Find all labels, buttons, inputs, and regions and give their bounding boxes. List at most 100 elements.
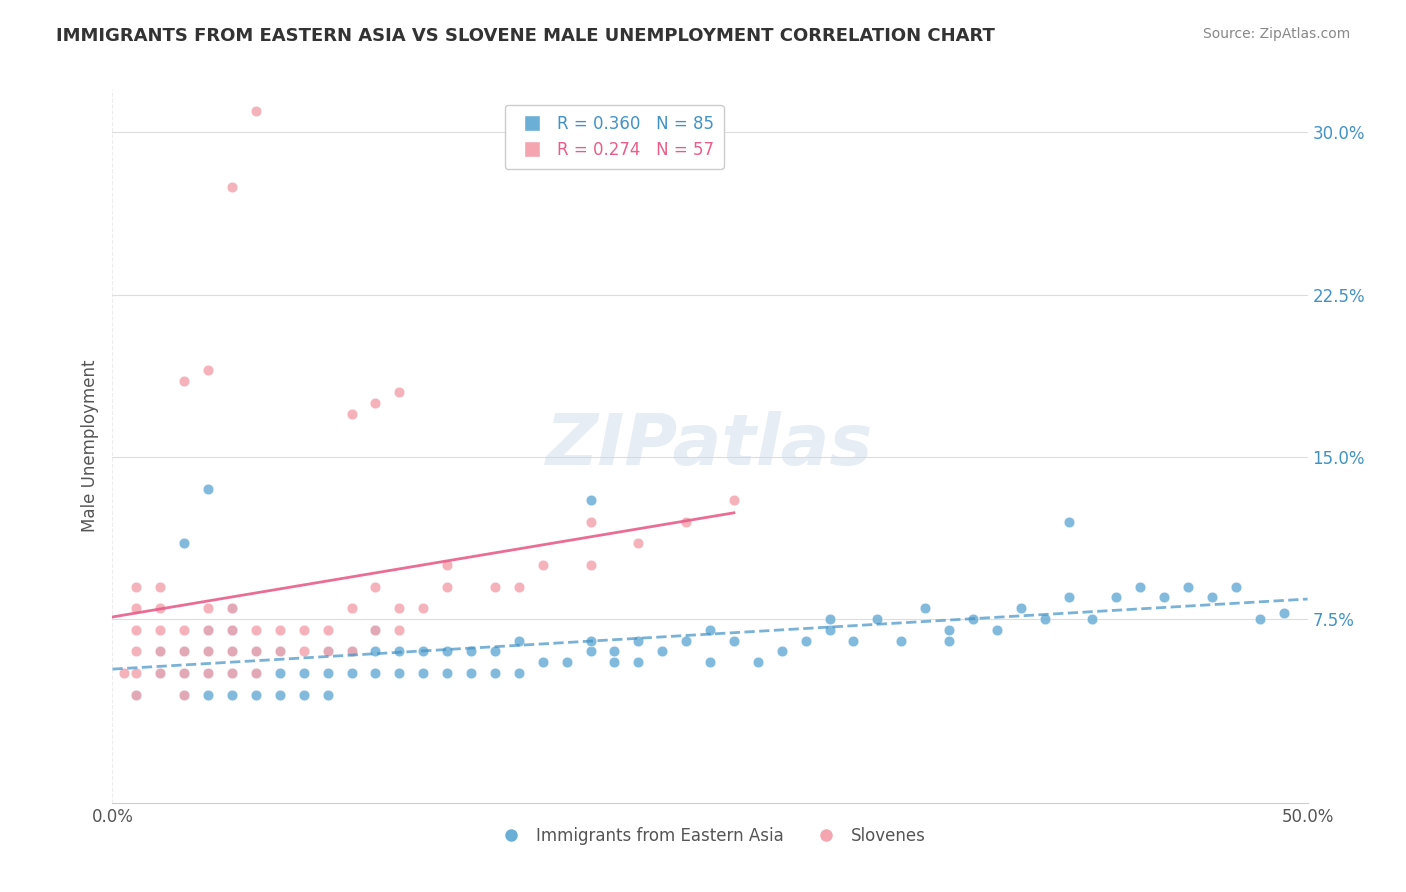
Point xyxy=(245,644,267,658)
Point xyxy=(531,558,554,572)
Point xyxy=(603,655,626,669)
Text: Source: ZipAtlas.com: Source: ZipAtlas.com xyxy=(1202,27,1350,41)
Point xyxy=(173,688,195,702)
Point xyxy=(173,644,195,658)
Point xyxy=(818,623,841,637)
Point xyxy=(197,623,219,637)
Point xyxy=(388,601,411,615)
Point xyxy=(173,374,195,388)
Point xyxy=(1010,601,1032,615)
Point xyxy=(269,644,291,658)
Point xyxy=(149,623,172,637)
Point xyxy=(484,580,506,594)
Point xyxy=(149,601,172,615)
Point xyxy=(1177,580,1199,594)
Point xyxy=(221,601,243,615)
Text: IMMIGRANTS FROM EASTERN ASIA VS SLOVENE MALE UNEMPLOYMENT CORRELATION CHART: IMMIGRANTS FROM EASTERN ASIA VS SLOVENE … xyxy=(56,27,995,45)
Point xyxy=(555,655,578,669)
Point xyxy=(125,580,148,594)
Point xyxy=(125,688,148,702)
Y-axis label: Male Unemployment: Male Unemployment xyxy=(80,359,98,533)
Point xyxy=(986,623,1008,637)
Point xyxy=(269,688,291,702)
Point xyxy=(579,493,602,508)
Point xyxy=(316,688,339,702)
Point xyxy=(173,666,195,681)
Point xyxy=(364,666,387,681)
Text: ZIPatlas: ZIPatlas xyxy=(547,411,873,481)
Point xyxy=(173,644,195,658)
Point xyxy=(364,580,387,594)
Point xyxy=(890,633,912,648)
Point xyxy=(436,666,458,681)
Point xyxy=(125,688,148,702)
Point xyxy=(938,633,960,648)
Point xyxy=(388,384,411,399)
Point xyxy=(245,623,267,637)
Point xyxy=(1249,612,1271,626)
Point xyxy=(747,655,769,669)
Point xyxy=(149,644,172,658)
Point xyxy=(221,688,243,702)
Point xyxy=(340,644,363,658)
Point xyxy=(269,644,291,658)
Point xyxy=(173,666,195,681)
Point xyxy=(221,623,243,637)
Point xyxy=(292,688,315,702)
Point xyxy=(269,666,291,681)
Point xyxy=(460,644,482,658)
Point xyxy=(221,179,243,194)
Point xyxy=(221,666,243,681)
Point xyxy=(508,580,530,594)
Point xyxy=(818,612,841,626)
Point xyxy=(1105,591,1128,605)
Point xyxy=(221,623,243,637)
Point xyxy=(114,666,135,681)
Point xyxy=(340,407,363,421)
Point xyxy=(866,612,889,626)
Point xyxy=(484,666,506,681)
Point xyxy=(173,688,195,702)
Point xyxy=(1272,606,1295,620)
Point xyxy=(388,623,411,637)
Point xyxy=(364,644,387,658)
Point xyxy=(245,666,267,681)
Point xyxy=(675,633,697,648)
Point xyxy=(340,666,363,681)
Point xyxy=(579,633,602,648)
Point xyxy=(197,601,219,615)
Point xyxy=(1201,591,1223,605)
Point xyxy=(412,601,434,615)
Point xyxy=(245,688,267,702)
Point xyxy=(364,623,387,637)
Point xyxy=(316,644,339,658)
Point xyxy=(221,601,243,615)
Point xyxy=(460,666,482,681)
Point xyxy=(125,644,148,658)
Point xyxy=(221,644,243,658)
Point xyxy=(364,623,387,637)
Point xyxy=(579,644,602,658)
Legend: Immigrants from Eastern Asia, Slovenes: Immigrants from Eastern Asia, Slovenes xyxy=(488,821,932,852)
Point xyxy=(531,655,554,669)
Point xyxy=(627,633,650,648)
Point xyxy=(149,644,172,658)
Point xyxy=(508,666,530,681)
Point xyxy=(699,623,721,637)
Point xyxy=(1129,580,1152,594)
Point xyxy=(197,363,219,377)
Point xyxy=(173,536,195,550)
Point xyxy=(579,558,602,572)
Point xyxy=(699,655,721,669)
Point xyxy=(197,666,219,681)
Point xyxy=(770,644,793,658)
Point xyxy=(197,482,219,496)
Point xyxy=(245,103,267,118)
Point xyxy=(125,623,148,637)
Point xyxy=(125,666,148,681)
Point xyxy=(436,580,458,594)
Point xyxy=(173,623,195,637)
Point xyxy=(340,644,363,658)
Point xyxy=(197,644,219,658)
Point xyxy=(1033,612,1056,626)
